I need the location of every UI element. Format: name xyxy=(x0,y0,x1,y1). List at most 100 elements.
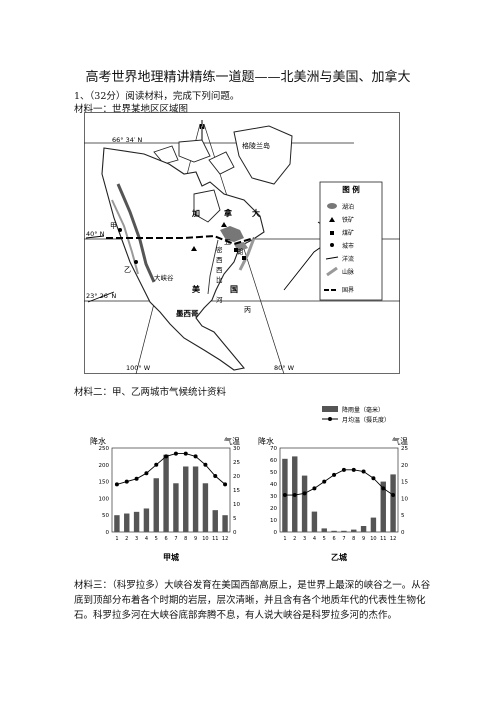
lat-top-label: 66° 34′ N xyxy=(112,136,142,144)
yi-title: 乙城 xyxy=(331,552,347,562)
great-lakes-shape xyxy=(220,226,244,242)
jia-rain-axis-title: 降水 xyxy=(90,436,106,446)
yi-month-tick: 11 xyxy=(380,536,386,542)
yi-rain-bar xyxy=(311,511,318,532)
lat-bottom-label: 23° 26′ N xyxy=(86,292,116,300)
jia-rain-tick: 200 xyxy=(99,463,110,469)
jia-month-tick: 8 xyxy=(184,536,187,542)
yi-temp-point xyxy=(341,467,346,472)
lake-icon xyxy=(327,203,337,209)
yi-month-tick: 12 xyxy=(390,536,396,542)
jia-temp-point xyxy=(173,451,178,456)
jia-temp-point xyxy=(154,462,159,467)
greenland-label: 格陵兰岛 xyxy=(242,141,270,150)
yi-temp-tick: 20 xyxy=(401,463,408,469)
jia-rain-bar xyxy=(114,515,120,532)
yi-temp-point xyxy=(302,491,307,496)
jia-temp-point xyxy=(114,482,119,487)
yi-rain-bar xyxy=(341,530,347,532)
yi-temp-point xyxy=(381,486,386,491)
yi-temp-line xyxy=(284,469,394,496)
mississippi-char-2: 西 xyxy=(216,256,223,264)
mississippi-char-5: 河 xyxy=(216,296,223,304)
jia-month-tick: 1 xyxy=(115,536,118,542)
jia-temp-point xyxy=(183,451,188,456)
canada-label-2: 拿 xyxy=(223,208,233,218)
jia-month-tick: 6 xyxy=(164,536,167,542)
jia-rain-tick: 100 xyxy=(99,496,110,502)
city-jia xyxy=(118,228,122,232)
yi-temp-point xyxy=(332,472,337,477)
hudson-bay xyxy=(193,189,221,223)
jia-rain-bar xyxy=(183,466,189,532)
yi-temp-tick: 10 xyxy=(401,496,408,502)
map-legend: 图 例 湖泊 铁矿 煤矿 城市 洋流 山脉 国界 xyxy=(319,181,383,301)
yi-rain-bar xyxy=(380,481,386,532)
material-1-caption: 材料一：世界某地区区域图 xyxy=(74,104,189,115)
jia-rain-tick: 0 xyxy=(106,530,110,536)
jia-title: 甲城 xyxy=(163,552,179,562)
canada-label-1: 加 xyxy=(191,208,200,218)
yi-rain-tick: 40 xyxy=(270,482,277,488)
yi-month-tick: 5 xyxy=(323,536,326,542)
legend-temp-label: 月均温（摄氏度） xyxy=(342,416,390,424)
yi-rain-axis-title: 降水 xyxy=(258,436,274,446)
yi-month-tick: 8 xyxy=(352,536,355,542)
jia-month-tick: 7 xyxy=(174,536,177,542)
jia-temp-point xyxy=(144,471,149,476)
jia-rain-tick: 150 xyxy=(99,480,110,486)
jia-temp-point xyxy=(203,462,208,467)
yi-month-tick: 7 xyxy=(342,536,345,542)
mexico-label: 墨西哥 xyxy=(176,308,199,318)
jia-rain-bar xyxy=(222,515,228,532)
jia-temp-line xyxy=(116,453,226,485)
yi-temp-point xyxy=(322,479,327,484)
jia-rain-bar xyxy=(143,508,150,532)
jia-temp-tick: 0 xyxy=(233,530,237,536)
mississippi-char-1: 密 xyxy=(216,245,223,254)
canada-label-3: 大 xyxy=(252,208,260,218)
yi-rain-bar xyxy=(321,528,327,532)
north-arrow-label: N xyxy=(199,123,205,131)
jia-temp-tick: 25 xyxy=(233,460,240,466)
yi-rain-tick: 30 xyxy=(270,494,277,500)
yi-temp-axis-title: 气温 xyxy=(392,436,408,446)
jia-temp-tick: 15 xyxy=(233,488,240,494)
jia-plot-frame xyxy=(111,447,231,533)
yi-plot-frame xyxy=(279,447,399,533)
mississippi-char-3: 西 xyxy=(216,266,223,274)
legend-coal: 煤矿 xyxy=(342,229,354,237)
yi-temp-tick: 5 xyxy=(401,513,405,519)
five-lakes-label-2: 湖 xyxy=(236,247,243,256)
iron-icon xyxy=(329,217,335,222)
yi-rain-tick: 50 xyxy=(270,470,277,476)
yi-temp-point xyxy=(292,493,297,498)
climate-charts: 降雨量（毫米） 月均温（摄氏度） 降水 气温 0 50 100 150 200 250 0 5 10… xyxy=(90,406,408,562)
yi-month-tick: 2 xyxy=(293,536,296,542)
jia-temp-tick: 5 xyxy=(233,516,237,522)
legend-current: 洋流 xyxy=(342,255,354,263)
bing-label: 丙 xyxy=(244,306,251,314)
jia-month-tick: 10 xyxy=(202,536,208,542)
legend-city: 城市 xyxy=(342,242,354,250)
rocky-mountains xyxy=(116,183,156,283)
legend-title: 图 例 xyxy=(342,184,360,194)
lon-right-label: 80° W xyxy=(274,364,295,372)
usa-label-1: 美 xyxy=(192,284,201,294)
yi-rain-tick: 10 xyxy=(270,518,277,524)
yi-temp-point xyxy=(282,493,287,498)
greenland-shape xyxy=(233,125,293,185)
jia-month-tick: 2 xyxy=(125,536,128,542)
yi-month-tick: 1 xyxy=(283,536,286,542)
yi-rain-bar xyxy=(360,526,367,532)
legend-rain-label: 降雨量（毫米） xyxy=(342,406,384,414)
usa-label-2: 国 xyxy=(230,284,238,294)
yi-rain-tick: 20 xyxy=(270,506,277,512)
jia-rain-tick: 250 xyxy=(99,446,110,452)
lon-left-label: 100° W xyxy=(126,364,151,372)
jia-temp-point xyxy=(124,479,129,484)
yi-temp-tick: 25 xyxy=(401,446,408,452)
yi-temp-point xyxy=(361,469,366,474)
